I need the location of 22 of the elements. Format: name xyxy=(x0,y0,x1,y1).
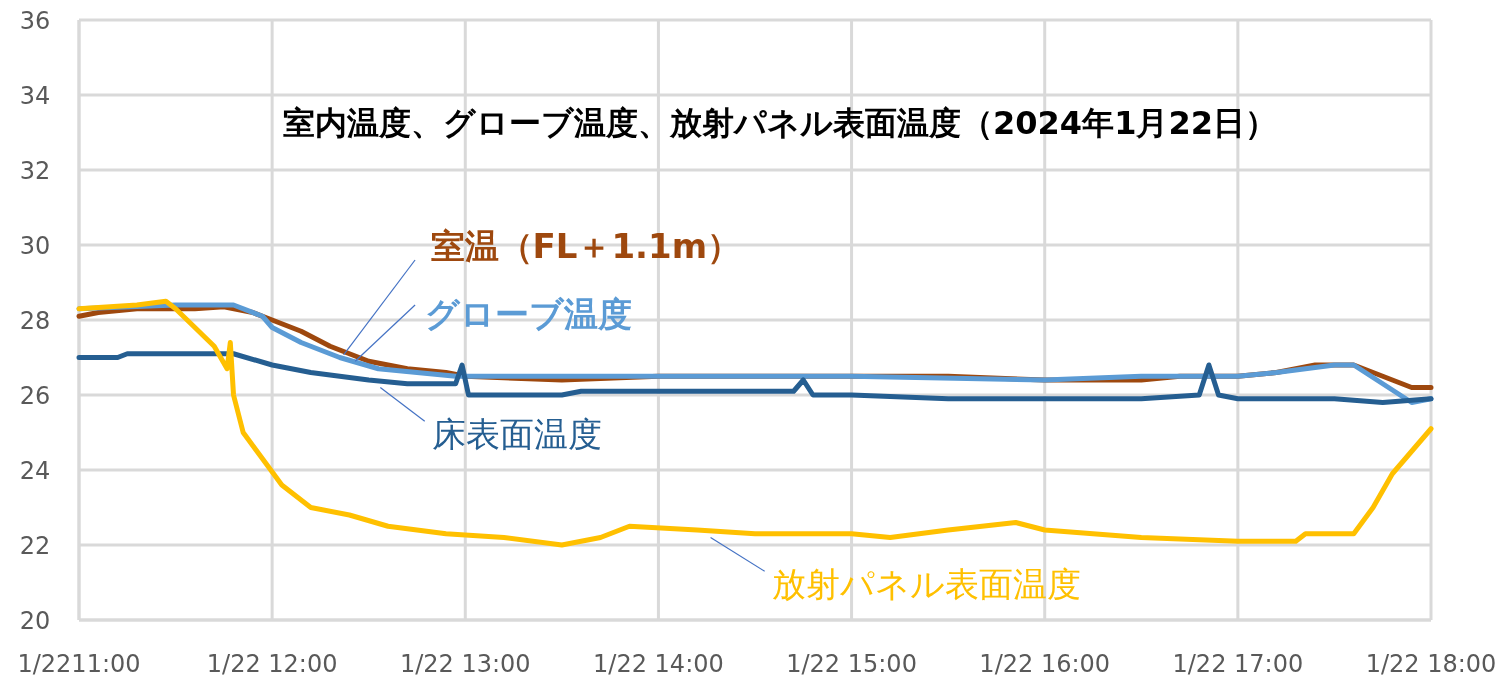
x-tick-label: 1/22 16:00 xyxy=(979,650,1111,678)
y-tick-label: 28 xyxy=(19,307,51,335)
y-tick-label: 30 xyxy=(19,232,51,260)
y-tick-label: 34 xyxy=(19,82,51,110)
y-tick-label: 20 xyxy=(19,607,51,635)
y-tick-label: 24 xyxy=(19,457,51,485)
text: 室温（FL＋1.1m） xyxy=(430,226,742,266)
x-tick-label: 1/22 17:00 xyxy=(1172,650,1304,678)
x-tick-label: 1/2211:00 xyxy=(17,650,141,678)
series-label: 放射パネル表面温度 xyxy=(772,563,1082,604)
series-label: グローブ温度 xyxy=(424,293,632,334)
y-tick-label: 22 xyxy=(19,532,51,560)
x-tick-label: 1/22 13:00 xyxy=(399,650,531,678)
y-tick-label: 26 xyxy=(19,382,51,410)
x-tick-label: 1/22 14:00 xyxy=(593,650,724,678)
series-label: 床表面温度 xyxy=(432,413,603,454)
y-tick-label: 32 xyxy=(19,157,51,185)
x-tick-label: 1/22 18:00 xyxy=(1365,650,1497,678)
x-tick-label: 1/22 15:00 xyxy=(786,650,917,678)
text: 室内温度、グローブ温度、放射パネル表面温度（2024年1月22日） xyxy=(283,104,1277,142)
y-tick-label: 36 xyxy=(19,7,51,35)
x-tick-label: 1/22 12:00 xyxy=(206,650,338,678)
